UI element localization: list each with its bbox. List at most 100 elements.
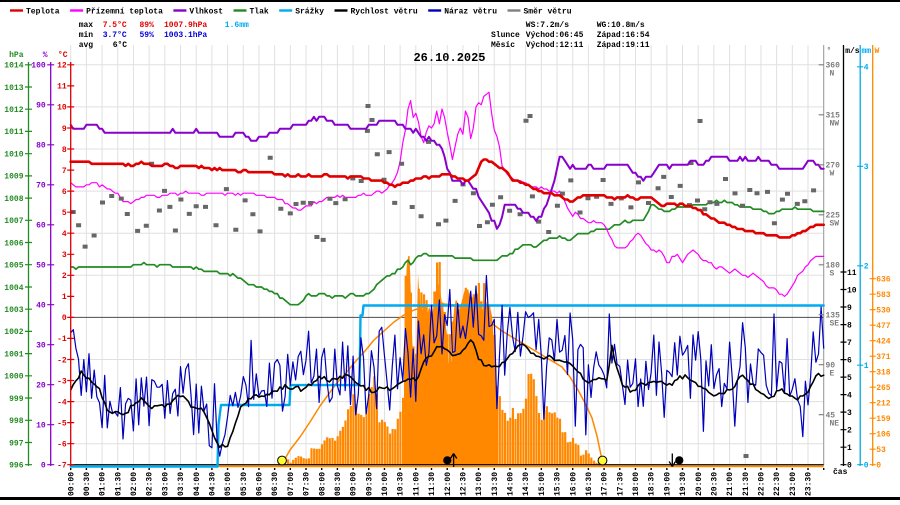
svg-text:20:30: 20:30 <box>711 472 720 496</box>
svg-text:avg: avg <box>79 41 94 50</box>
svg-text:70: 70 <box>36 182 46 191</box>
svg-text:1003.1hPa: 1003.1hPa <box>164 31 207 40</box>
svg-text:30: 30 <box>36 342 46 351</box>
svg-text:5: 5 <box>847 374 852 383</box>
svg-text:-1: -1 <box>57 335 67 344</box>
svg-text:1.6mm: 1.6mm <box>225 21 249 30</box>
svg-text:1005: 1005 <box>4 262 23 271</box>
svg-text:2: 2 <box>864 263 869 272</box>
svg-text:0: 0 <box>864 462 869 471</box>
svg-text:2: 2 <box>847 427 852 436</box>
svg-text:06:00: 06:00 <box>256 472 265 496</box>
svg-text:07:30: 07:30 <box>303 472 312 496</box>
svg-text:1: 1 <box>62 293 67 302</box>
svg-text:Rychlost větru: Rychlost větru <box>351 8 418 17</box>
svg-text:0: 0 <box>62 314 67 323</box>
svg-text:-5: -5 <box>57 419 67 428</box>
svg-text:1007: 1007 <box>4 217 23 226</box>
svg-text:-4: -4 <box>57 398 67 407</box>
svg-text:13:30: 13:30 <box>491 472 500 496</box>
svg-text:0: 0 <box>41 462 46 471</box>
svg-text:999: 999 <box>9 395 24 404</box>
svg-text:1008: 1008 <box>4 195 23 204</box>
svg-text:18:00: 18:00 <box>632 472 641 496</box>
svg-text:1003: 1003 <box>4 306 23 315</box>
svg-text:5: 5 <box>62 209 67 218</box>
svg-text:7: 7 <box>847 339 852 348</box>
svg-text:8: 8 <box>62 146 67 155</box>
svg-text:Měsíc: Měsíc <box>491 41 515 50</box>
svg-text:Přízemní teplota: Přízemní teplota <box>86 8 163 17</box>
svg-text:00:00: 00:00 <box>67 472 76 496</box>
svg-text:270: 270 <box>826 162 841 171</box>
svg-text:09:00: 09:00 <box>350 472 359 496</box>
svg-text:SW: SW <box>830 220 840 229</box>
svg-text:6°C: 6°C <box>113 41 128 50</box>
svg-text:10:00: 10:00 <box>381 472 390 496</box>
svg-text:318: 318 <box>876 369 891 378</box>
svg-text:80: 80 <box>36 142 46 151</box>
svg-text:16:00: 16:00 <box>569 472 578 496</box>
svg-text:čas: čas <box>833 468 848 477</box>
svg-text:4: 4 <box>62 230 67 239</box>
svg-text:40: 40 <box>36 302 46 311</box>
svg-text:13:00: 13:00 <box>475 472 484 496</box>
svg-text:225: 225 <box>826 212 841 221</box>
svg-text:mm: mm <box>862 47 872 56</box>
svg-text:-2: -2 <box>57 356 67 365</box>
svg-text:4: 4 <box>864 64 869 73</box>
svg-text:10: 10 <box>847 286 857 295</box>
svg-text:135: 135 <box>826 312 841 321</box>
svg-text:17:00: 17:00 <box>601 472 610 496</box>
svg-text:N: N <box>830 70 835 79</box>
svg-text:-6: -6 <box>57 441 67 450</box>
svg-text:10: 10 <box>57 104 67 113</box>
svg-text:212: 212 <box>876 400 891 409</box>
svg-text:Směr větru: Směr větru <box>524 8 572 17</box>
svg-text:Tlak: Tlak <box>250 8 269 17</box>
svg-text:1000: 1000 <box>4 373 23 382</box>
svg-text:01:30: 01:30 <box>114 472 123 496</box>
svg-text:90: 90 <box>826 362 836 371</box>
svg-text:90: 90 <box>36 102 46 111</box>
svg-text:05:00: 05:00 <box>224 472 233 496</box>
svg-text:265: 265 <box>876 384 891 393</box>
svg-text:Západ:19:11: Západ:19:11 <box>597 41 650 50</box>
svg-text:20:00: 20:00 <box>695 472 704 496</box>
svg-text:4: 4 <box>847 391 852 400</box>
svg-text:3: 3 <box>62 251 67 260</box>
svg-text:636: 636 <box>876 276 891 285</box>
svg-text:07:00: 07:00 <box>287 472 296 496</box>
svg-text:Západ:16:54: Západ:16:54 <box>597 31 650 40</box>
svg-text:9: 9 <box>847 304 852 313</box>
svg-text:997: 997 <box>9 439 24 448</box>
svg-text:2: 2 <box>62 272 67 281</box>
svg-text:1: 1 <box>864 362 869 371</box>
svg-text:04:00: 04:00 <box>193 472 202 496</box>
svg-text:Východ:12:11: Východ:12:11 <box>526 41 584 50</box>
svg-text:16:30: 16:30 <box>585 472 594 496</box>
svg-text:°C: °C <box>58 51 68 60</box>
svg-text:NW: NW <box>830 120 840 129</box>
svg-text:14:00: 14:00 <box>507 472 516 496</box>
svg-text:14:30: 14:30 <box>522 472 531 496</box>
svg-text:04:30: 04:30 <box>209 472 218 496</box>
svg-text:08:30: 08:30 <box>334 472 343 496</box>
svg-text:1001: 1001 <box>4 350 23 359</box>
svg-text:59%: 59% <box>140 31 155 40</box>
svg-text:100: 100 <box>31 62 46 71</box>
svg-text:3.7°C: 3.7°C <box>103 31 127 40</box>
svg-text:W: W <box>830 170 835 179</box>
svg-text:19:30: 19:30 <box>679 472 688 496</box>
svg-text:53: 53 <box>876 446 886 455</box>
svg-text:06:30: 06:30 <box>271 472 280 496</box>
svg-text:15:00: 15:00 <box>538 472 547 496</box>
svg-text:1: 1 <box>847 444 852 453</box>
svg-text:530: 530 <box>876 307 891 316</box>
svg-text:45: 45 <box>826 412 836 421</box>
svg-text:m/s: m/s <box>845 47 860 56</box>
svg-text:1010: 1010 <box>4 151 23 160</box>
svg-text:Náraz větru: Náraz větru <box>444 8 497 17</box>
svg-text:424: 424 <box>876 338 891 347</box>
svg-text:WS:7.2m/s: WS:7.2m/s <box>526 21 569 30</box>
